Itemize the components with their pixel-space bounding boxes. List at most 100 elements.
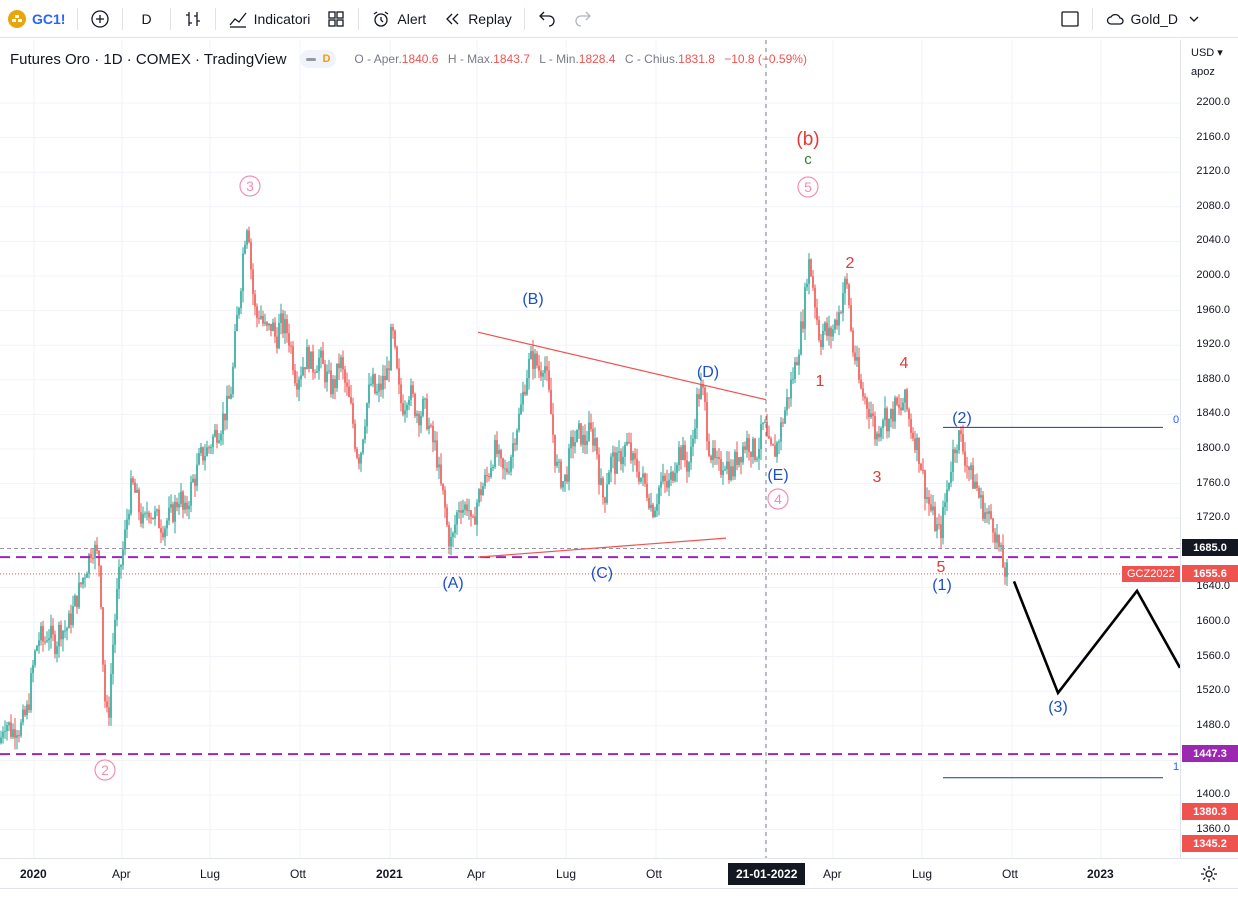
- candle-body: [816, 307, 818, 321]
- candle-body: [298, 379, 300, 390]
- candle-body: [6, 725, 8, 732]
- bar-chart-type-icon: [183, 9, 203, 29]
- wave-label-B: (B): [522, 291, 543, 308]
- candle-body: [426, 398, 428, 430]
- candle-body: [848, 284, 850, 306]
- candle-body: [34, 650, 36, 665]
- candle-body: [182, 491, 184, 510]
- compare-symbol-button[interactable]: [82, 0, 118, 38]
- symbol-search-button[interactable]: GC1!: [0, 0, 73, 38]
- time-tick: 2021: [376, 867, 403, 881]
- candle-body: [910, 418, 912, 433]
- candle-body: [348, 386, 350, 397]
- fullscreen-button[interactable]: [1052, 0, 1088, 38]
- candle-body: [266, 322, 268, 326]
- candle-body: [868, 408, 870, 418]
- candle-body: [64, 630, 66, 632]
- chart-grid: [0, 40, 1180, 858]
- cloud-icon: [1105, 9, 1125, 29]
- candle-body: [966, 465, 968, 467]
- currency-selector[interactable]: USD ▾: [1191, 47, 1223, 59]
- candle-body: [172, 504, 174, 522]
- candle-body: [114, 619, 116, 645]
- candle-body: [620, 451, 622, 465]
- candle-body: [970, 465, 972, 471]
- candle-body: [396, 346, 398, 369]
- candle-body: [864, 396, 866, 399]
- candle-body: [32, 664, 34, 674]
- candle-body: [286, 319, 288, 334]
- replay-button[interactable]: Replay: [434, 0, 520, 38]
- candle-body: [160, 528, 162, 533]
- candle-body: [792, 378, 794, 380]
- candle-body: [636, 458, 638, 472]
- candle-body: [874, 416, 876, 440]
- candle-body: [506, 468, 508, 473]
- templates-button[interactable]: [318, 0, 354, 38]
- scale-mode-label[interactable]: apoz: [1191, 66, 1215, 78]
- candle-body: [360, 452, 362, 464]
- price-axis[interactable]: USD ▾ apoz 2200.0 2160.0 2120.0 2080.0 2040.…: [1180, 40, 1238, 858]
- candle-body: [804, 287, 806, 329]
- candle-body: [782, 422, 784, 424]
- candle-body: [54, 634, 56, 655]
- candle-body: [118, 566, 120, 590]
- candle-body: [412, 385, 414, 394]
- interval-button[interactable]: D: [127, 0, 165, 38]
- data-badge: D: [322, 53, 331, 65]
- candle-body: [556, 461, 558, 466]
- low-label: L - Min.: [539, 52, 579, 66]
- candle-body: [798, 354, 800, 366]
- ohlc-values: O - Aper.1840.6 H - Max.1843.7 L - Min.1…: [354, 52, 813, 66]
- candle-body: [488, 476, 490, 478]
- candle-body: [88, 554, 90, 574]
- series-visibility-toggle[interactable]: D: [300, 50, 337, 68]
- candle-body: [158, 509, 160, 529]
- candle-body: [658, 487, 660, 505]
- candle-body: [682, 445, 684, 461]
- candle-body: [374, 374, 376, 394]
- candle-body: [258, 317, 260, 319]
- price-tick: 2040.0: [1196, 234, 1230, 247]
- candle-body: [744, 446, 746, 450]
- candle-body: [836, 319, 838, 326]
- candle-body: [8, 722, 10, 726]
- candle-body: [388, 368, 390, 371]
- candle-body: [824, 322, 826, 332]
- time-axis[interactable]: 2020 Apr Lug Ott 2021 Apr Lug Ott Apr Lug Ott 2023 …: [0, 858, 1238, 888]
- candle-body: [368, 384, 370, 404]
- candle-body: [688, 462, 690, 472]
- candle-body: [272, 322, 274, 331]
- candle-body: [918, 437, 920, 464]
- toolbar-divider: [214, 7, 216, 30]
- candle-body: [674, 472, 676, 481]
- chart-type-button[interactable]: [175, 0, 211, 38]
- candle-body: [828, 327, 830, 336]
- candle-body: [498, 450, 500, 454]
- candle-body: [372, 374, 374, 385]
- wave-label-p2: (2): [952, 410, 972, 427]
- candle-body: [450, 536, 452, 547]
- indicators-button[interactable]: Indicatori: [220, 0, 319, 38]
- candle-body: [208, 447, 210, 449]
- candle-body: [146, 512, 148, 514]
- candle-body: [968, 466, 970, 471]
- candle-body: [796, 362, 798, 366]
- candle-body: [156, 509, 158, 512]
- candle-body: [494, 440, 496, 467]
- legend-title: Futures Oro · 1D · COMEX · TradingView: [10, 50, 287, 68]
- close-label: C - Chius.: [624, 52, 679, 66]
- redo-button[interactable]: [565, 0, 601, 38]
- chart-pane[interactable]: (b) c 3 5 4 2 (B) (D) (E) (A) (C) 1 2 3 4 5 (1) (2) (3) 0 1: [0, 40, 1180, 858]
- chart-settings-button[interactable]: [1199, 864, 1219, 887]
- candle-body: [82, 577, 84, 585]
- time-tick: 2023: [1087, 867, 1114, 881]
- candle-body: [562, 481, 564, 488]
- layout-menu-button[interactable]: Gold_D: [1097, 0, 1238, 38]
- candle-body: [638, 471, 640, 482]
- undo-button[interactable]: [529, 0, 565, 38]
- time-tick: Lug: [912, 867, 933, 881]
- alert-button[interactable]: Alert: [363, 0, 434, 38]
- candle-body: [410, 385, 412, 400]
